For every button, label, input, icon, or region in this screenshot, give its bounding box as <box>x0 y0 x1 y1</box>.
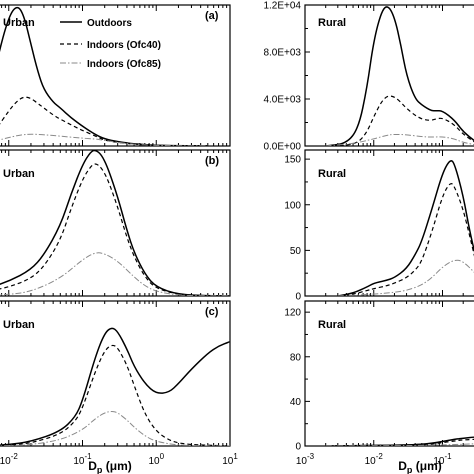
y-tick-label: 0 <box>295 292 301 303</box>
panel-1: Urban(a) <box>0 4 231 147</box>
panel-letter: (c) <box>205 306 219 318</box>
panel-2: 0.0E+00 4.0E+03 8.0E+03 1.2E+04 Rural <box>263 1 474 153</box>
legend-label-outdoors: Outdoors <box>87 18 132 29</box>
location-label: Rural <box>318 319 346 331</box>
series-line-solid <box>337 160 474 296</box>
y-tick-label: 1.2E+04 <box>263 1 301 12</box>
series-line-dashdot <box>325 133 474 146</box>
y-tick-label: 150 <box>284 155 301 166</box>
x-axis-title: Dp (μm) <box>398 459 442 474</box>
y-tick-label: 4.0E+03 <box>263 95 301 106</box>
y-tick-label: 100 <box>284 200 301 211</box>
x-tick-label: 101 <box>222 452 238 467</box>
panel-frame <box>0 4 231 147</box>
y-tick-label: 40 <box>290 397 302 408</box>
y-tick-label: 8.0E+03 <box>263 48 301 59</box>
x-tick-label: 10-3 <box>296 452 315 467</box>
series-group <box>0 327 230 446</box>
x-tick-label: 10-2 <box>365 452 384 467</box>
y-tick-label: 50 <box>290 246 302 257</box>
panel-frame <box>0 300 231 447</box>
series-group <box>337 160 474 296</box>
panel-3: Urban (b) <box>0 149 231 297</box>
legend-label-ofc40: Indoors (Ofc40) <box>87 40 161 51</box>
series-line-solid <box>325 436 474 446</box>
series-line-dashdot <box>0 411 230 446</box>
series-group <box>325 436 474 446</box>
panel-letter: (b) <box>205 155 219 167</box>
series-line-dashdot <box>0 252 230 296</box>
series-line-dashdot <box>325 443 474 446</box>
location-label: Rural <box>318 168 346 180</box>
y-tick-label: 80 <box>290 352 302 363</box>
x-tick-label: 10-1 <box>433 452 452 467</box>
x-axis-title: Dp (μm) <box>88 459 132 474</box>
panel-4: 0 50 100 150 Rural <box>284 149 474 303</box>
y-tick-label: 120 <box>284 308 301 319</box>
panel-letter: (a) <box>205 10 219 22</box>
y-tick-label: 0 <box>295 442 301 453</box>
panel-6: 0 40 80 120 10-3 10-2 10-1Dp (μm) Rural <box>284 300 474 474</box>
panel-5: 10-2 10-1 100 101 Dp (μm) Urban (c) <box>0 300 238 474</box>
panel-frame <box>0 149 231 297</box>
x-tick-label: 10-2 <box>0 452 18 467</box>
series-group <box>0 150 230 296</box>
location-label: Rural <box>318 17 346 29</box>
series-line-dashed <box>0 163 230 296</box>
series-line-dashed <box>325 438 474 446</box>
series-line-dashed <box>325 95 474 146</box>
series-line-dashed <box>0 344 230 446</box>
x-tick-label: 100 <box>148 452 164 467</box>
legend: Outdoors Indoors (Ofc40) Indoors (Ofc85) <box>60 18 161 70</box>
series-group <box>325 6 474 146</box>
series-group <box>0 6 209 146</box>
x-tick-label: 10-1 <box>73 452 92 467</box>
y-tick-label: 0.0E+00 <box>263 142 301 153</box>
series-line-solid <box>325 6 474 146</box>
series-line-solid <box>0 150 230 296</box>
location-label: Urban <box>3 168 35 180</box>
location-label: Urban <box>3 319 35 331</box>
series-line-dashdot <box>337 259 474 296</box>
legend-label-ofc85: Indoors (Ofc85) <box>87 59 161 70</box>
series-line-solid <box>0 327 230 446</box>
series-line-dashed <box>337 183 474 296</box>
